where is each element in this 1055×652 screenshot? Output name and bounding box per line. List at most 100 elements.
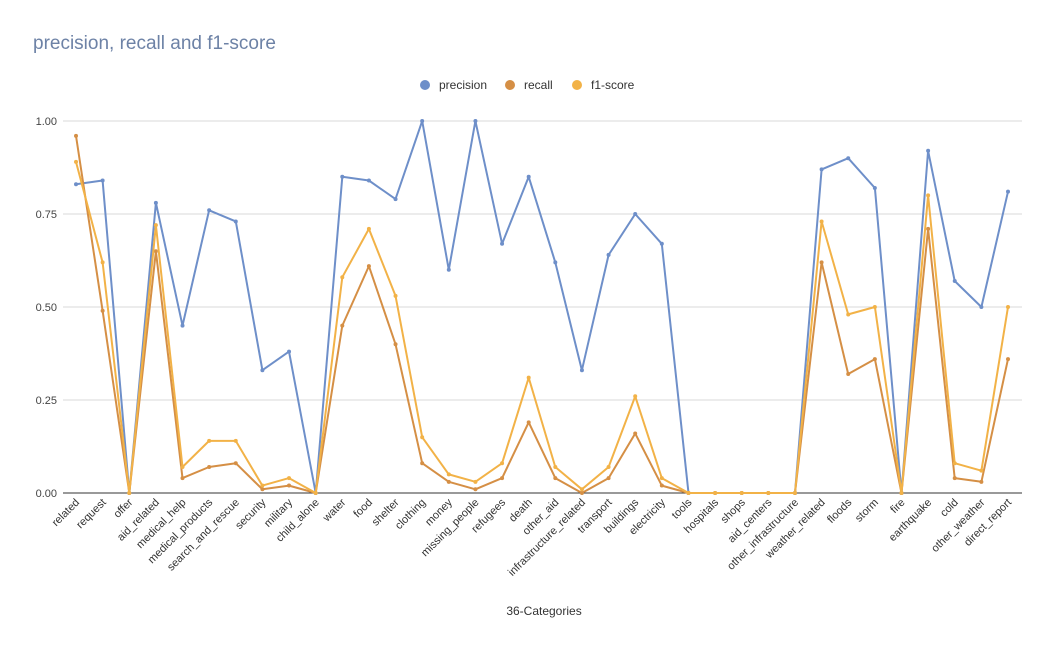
data-point-precision xyxy=(366,178,371,183)
data-point-precision xyxy=(100,178,105,183)
data-point-f1-score xyxy=(100,260,105,265)
data-point-precision xyxy=(260,368,265,373)
x-tick-label: request xyxy=(74,497,108,531)
data-point-recall xyxy=(872,357,877,362)
data-point-precision xyxy=(872,185,877,190)
data-point-f1-score xyxy=(153,223,158,228)
data-point-recall xyxy=(952,476,957,481)
data-point-recall xyxy=(100,308,105,313)
data-point-f1-score xyxy=(393,293,398,298)
data-point-f1-score xyxy=(207,438,212,443)
legend-label: f1-score xyxy=(591,78,635,92)
data-point-f1-score xyxy=(766,491,771,495)
data-point-recall xyxy=(420,461,425,466)
data-point-f1-score xyxy=(633,394,638,399)
data-point-precision xyxy=(633,212,638,216)
data-point-f1-score xyxy=(739,491,744,495)
legend-marker xyxy=(505,80,515,90)
data-point-precision xyxy=(579,368,584,373)
legend-marker xyxy=(420,80,430,90)
x-tick-label: fire xyxy=(888,497,907,516)
data-point-precision xyxy=(446,267,451,272)
data-point-f1-score xyxy=(446,472,451,477)
y-tick-label: 0.25 xyxy=(36,395,57,407)
data-point-recall xyxy=(500,476,505,481)
legend-item-recall: recall xyxy=(505,78,553,92)
legend-label: precision xyxy=(439,78,487,92)
legend-marker xyxy=(572,80,582,90)
data-point-precision xyxy=(473,119,478,123)
x-tick-label: floods xyxy=(825,496,855,526)
data-point-f1-score xyxy=(872,305,877,309)
data-point-precision xyxy=(340,174,345,179)
data-point-recall xyxy=(287,483,292,488)
data-point-recall xyxy=(74,133,78,138)
data-point-f1-score xyxy=(233,438,238,443)
data-point-f1-score xyxy=(420,435,425,440)
data-point-recall xyxy=(553,476,558,481)
data-point-precision xyxy=(952,278,957,283)
data-point-f1-score xyxy=(260,483,265,488)
data-point-recall xyxy=(260,487,265,492)
data-point-f1-score xyxy=(313,491,318,495)
data-point-precision xyxy=(979,305,984,309)
data-point-recall xyxy=(233,461,238,466)
data-point-precision xyxy=(819,167,824,172)
data-point-precision xyxy=(393,197,398,202)
data-point-precision xyxy=(553,260,558,265)
y-tick-label: 0.75 xyxy=(36,209,57,221)
data-point-recall xyxy=(526,420,531,425)
data-point-precision xyxy=(500,241,505,246)
data-point-recall xyxy=(846,371,851,376)
data-point-recall xyxy=(473,487,478,492)
y-tick-label: 0.50 xyxy=(36,302,57,314)
data-point-recall xyxy=(659,483,664,488)
data-point-f1-score xyxy=(1006,305,1010,309)
series-line-precision xyxy=(75,120,1009,494)
data-point-f1-score xyxy=(899,491,904,495)
data-point-recall xyxy=(926,226,931,231)
data-point-f1-score xyxy=(952,461,957,466)
data-point-recall xyxy=(366,264,371,269)
data-point-recall xyxy=(340,323,345,328)
x-tick-label: food xyxy=(351,497,375,521)
data-point-f1-score xyxy=(473,479,478,484)
gridlines xyxy=(63,120,1022,494)
legend-item-precision: precision xyxy=(420,78,487,92)
data-point-f1-score xyxy=(180,464,185,469)
x-tick-label: storm xyxy=(853,497,881,525)
data-point-recall xyxy=(819,260,824,265)
data-point-recall xyxy=(446,479,451,484)
data-point-precision xyxy=(207,208,212,213)
data-point-recall xyxy=(393,342,398,347)
data-point-precision xyxy=(1006,189,1010,194)
data-point-recall xyxy=(207,464,212,469)
data-point-f1-score xyxy=(526,375,531,380)
data-point-precision xyxy=(153,200,158,205)
x-axis-title: 36-Categories xyxy=(506,604,581,618)
data-point-f1-score xyxy=(606,464,611,469)
series-line-f1-score xyxy=(75,161,1009,494)
data-point-precision xyxy=(846,156,851,161)
data-point-f1-score xyxy=(819,219,824,224)
data-point-recall xyxy=(606,476,611,481)
data-point-recall xyxy=(579,491,584,495)
data-point-f1-score xyxy=(340,275,345,280)
data-point-f1-score xyxy=(366,226,371,231)
x-tick-label: security xyxy=(233,496,269,532)
legend-label: recall xyxy=(524,78,553,92)
series-lines xyxy=(74,119,1010,495)
data-point-f1-score xyxy=(792,491,797,495)
legend-item-f1-score: f1-score xyxy=(572,78,635,92)
data-point-f1-score xyxy=(926,193,931,198)
data-point-f1-score xyxy=(846,312,851,317)
legend: precision recall f1-score xyxy=(420,78,635,92)
data-point-recall xyxy=(153,249,158,254)
data-point-f1-score xyxy=(127,491,132,495)
x-tick-label: water xyxy=(320,496,348,524)
data-point-recall xyxy=(180,476,185,481)
data-point-recall xyxy=(979,479,984,484)
data-point-recall xyxy=(633,431,638,436)
